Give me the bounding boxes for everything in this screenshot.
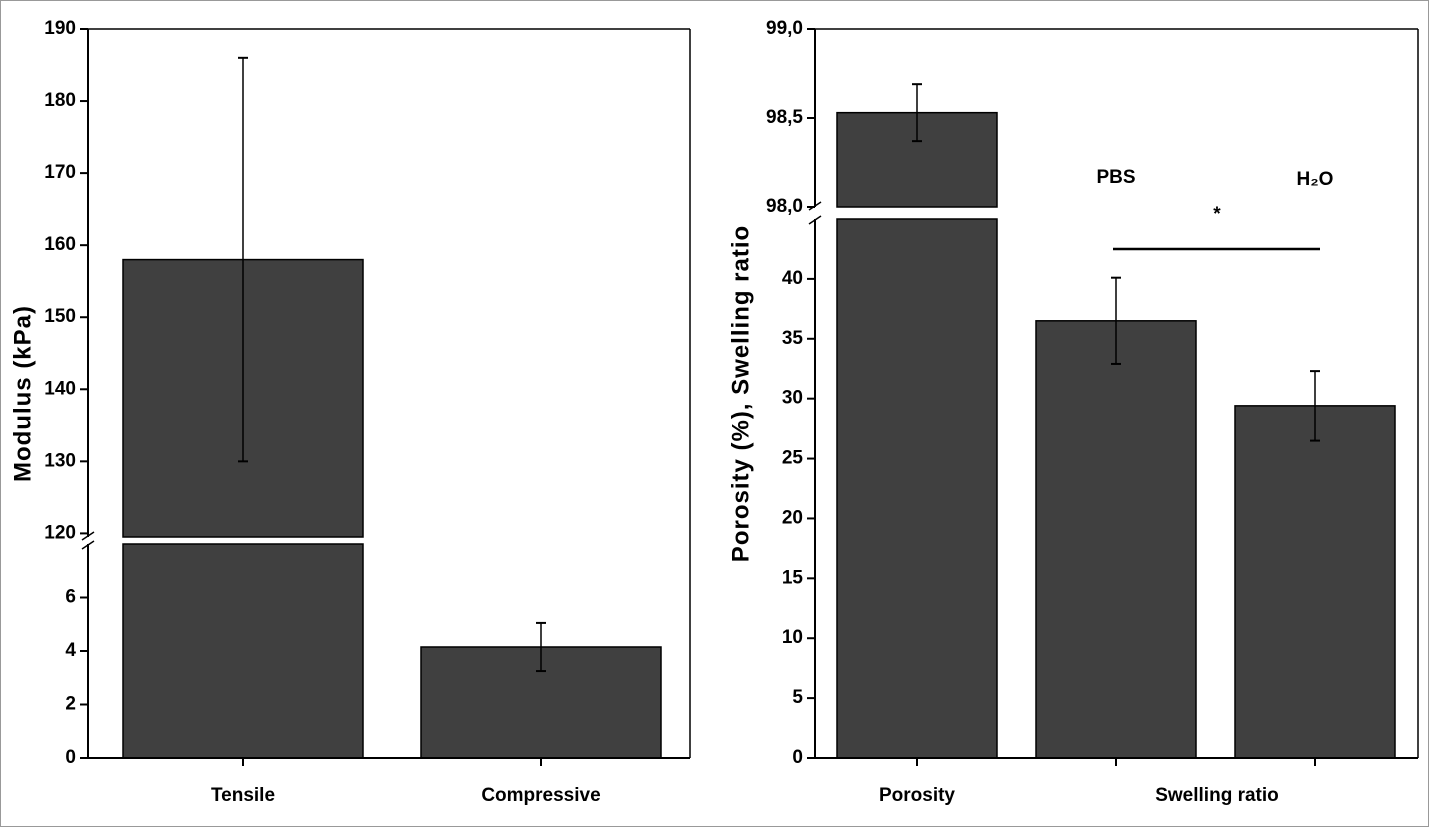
x-tick-label: Swelling ratio [1155, 785, 1279, 806]
bar [1234, 405, 1396, 759]
y-tick-label: 170 [44, 162, 76, 183]
axis-break [808, 215, 822, 225]
y-tick-label: 120 [44, 522, 76, 543]
y-tick-label: 2 [65, 694, 76, 715]
bar [1035, 320, 1197, 759]
y-tick-label: 160 [44, 234, 76, 255]
bar [122, 543, 364, 759]
y-tick-label: 0 [65, 747, 76, 768]
x-tick-label: Porosity [879, 785, 955, 806]
bar [836, 218, 998, 759]
y-tick-label: 10 [782, 627, 803, 648]
y-tick-label: 190 [44, 18, 76, 39]
y-tick-label: 15 [782, 567, 804, 588]
y-axis-label: Modulus (kPa) [9, 305, 36, 482]
axis-break [81, 540, 95, 550]
y-tick-label: 99,0 [766, 18, 803, 39]
y-tick-label: 35 [782, 328, 804, 349]
y-tick-label: 25 [782, 448, 804, 469]
y-tick-label: 0 [792, 747, 803, 768]
y-tick-label: 140 [44, 378, 76, 399]
annotation: * [1213, 204, 1221, 225]
annotation: PBS [1096, 167, 1135, 188]
x-tick-label: Tensile [211, 785, 275, 806]
y-tick-label: 98,0 [766, 196, 803, 217]
axis-break [81, 531, 95, 541]
y-tick-label: 6 [65, 587, 76, 608]
y-tick-label: 4 [65, 640, 76, 661]
y-axis-label: Porosity (%), Swelling ratio [727, 225, 754, 562]
y-tick-label: 180 [44, 90, 76, 111]
y-tick-label: 98,5 [766, 107, 803, 128]
x-tick-label: Compressive [481, 785, 600, 806]
y-tick-label: 40 [782, 268, 803, 289]
annotation: H₂O [1297, 169, 1334, 190]
y-tick-label: 130 [44, 450, 76, 471]
y-tick-label: 30 [782, 388, 803, 409]
y-tick-label: 20 [782, 507, 803, 528]
y-tick-label: 5 [792, 687, 803, 708]
y-tick-label: 150 [44, 306, 76, 327]
